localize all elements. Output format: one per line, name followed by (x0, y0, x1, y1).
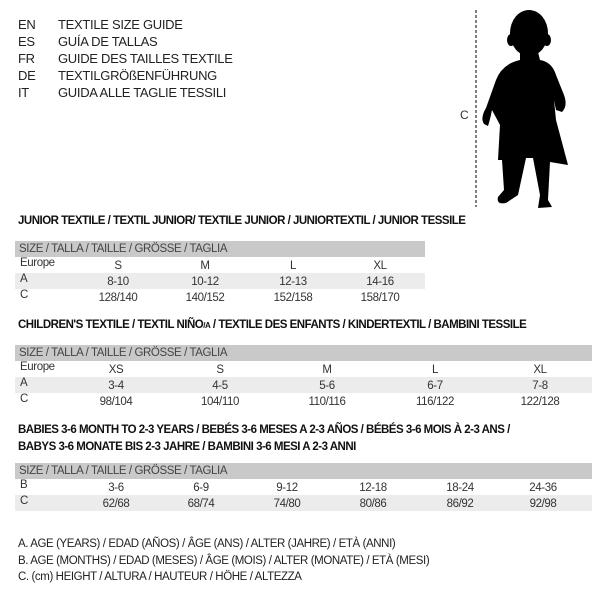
language-line-it: IT GUIDA ALLE TAGLIE TESSILI (18, 84, 226, 101)
table-cell: S (114, 260, 122, 272)
table-row: C 62/68 68/74 74/80 80/86 86/92 92/98 (15, 495, 592, 511)
table-cell: 6-7 (427, 380, 443, 392)
row-label: C (20, 495, 28, 507)
junior-table-title: JUNIOR TEXTILE / TEXTIL JUNIOR/ TEXTILE … (18, 215, 466, 227)
row-label: A (20, 273, 28, 285)
height-measure-label: C (460, 108, 469, 122)
table-cell: 74/80 (273, 498, 301, 510)
table-cell: 12-13 (279, 276, 307, 288)
language-title: TEXTILE SIZE GUIDE (58, 17, 183, 32)
table-cell: 98/104 (99, 396, 133, 408)
row-label: Europe (20, 361, 55, 373)
size-header: SIZE / TALLA / TAILLE / GRÖSSE / TAGLIA (15, 345, 592, 361)
legend-c: C. (cm) HEIGHT / ALTURA / HAUTEUR / HÖHE… (18, 571, 302, 583)
babies-table-title: BABIES 3-6 MONTH TO 2-3 YEARS / BEBÉS 3-… (18, 424, 510, 436)
table-cell: 122/128 (520, 396, 560, 408)
language-code: FR (18, 51, 35, 66)
table-cell: 7-8 (532, 380, 548, 392)
language-title: GUIDE DES TAILLES TEXTILE (58, 51, 233, 66)
table-cell: 6-9 (193, 482, 209, 494)
table-cell: 3-6 (108, 482, 124, 494)
language-title: GUIDA ALLE TAGLIE TESSILI (58, 85, 227, 100)
language-title: GUÍA DE TALLAS (58, 34, 158, 49)
language-code: DE (18, 68, 36, 83)
table-cell: 18-24 (446, 482, 474, 494)
children-table-title: CHILDREN'S TEXTILE / TEXTIL NIÑO/A / TEX… (18, 319, 527, 331)
child-silhouette-icon (475, 10, 568, 208)
language-code: IT (18, 85, 29, 100)
table-cell: 158/170 (360, 292, 400, 304)
language-line-es: ES GUÍA DE TALLAS (18, 33, 158, 50)
size-header: SIZE / TALLA / TAILLE / GRÖSSE / TAGLIA (15, 241, 425, 257)
table-cell: M (322, 364, 332, 376)
table-cell: 14-16 (366, 276, 394, 288)
table-cell: S (216, 364, 224, 376)
table-cell: 12-18 (359, 482, 387, 494)
babies-size-table: SIZE / TALLA / TAILLE / GRÖSSE / TAGLIA B… (15, 463, 592, 511)
table-cell: 86/92 (446, 498, 474, 510)
size-header: SIZE / TALLA / TAILLE / GRÖSSE / TAGLIA (15, 463, 592, 479)
table-cell: L (290, 260, 296, 272)
language-line-fr: FR GUIDE DES TAILLES TEXTILE (18, 50, 233, 67)
children-size-table: SIZE / TALLA / TAILLE / GRÖSSE / TAGLIA E… (15, 345, 592, 409)
language-code: ES (18, 34, 35, 49)
table-cell: 128/140 (98, 292, 138, 304)
table-cell: XL (373, 260, 387, 272)
table-row: B 3-6 6-9 9-12 12-18 18-24 24-36 (15, 479, 592, 495)
language-title: TEXTILGRÖßENFÜHRUNG (58, 68, 217, 83)
table-cell: 3-4 (108, 380, 124, 392)
row-label: C (20, 289, 28, 301)
table-cell: XL (533, 364, 547, 376)
table-cell: 62/68 (102, 498, 130, 510)
table-cell: 4-5 (212, 380, 228, 392)
language-line-de: DE TEXTILGRÖßENFÜHRUNG (18, 67, 217, 84)
table-cell: 104/110 (201, 396, 239, 408)
table-cell: 80/86 (359, 498, 387, 510)
table-cell: L (432, 364, 438, 376)
table-row: C 98/104 104/110 110/116 116/122 122/128 (15, 393, 592, 409)
table-cell: 9-12 (276, 482, 298, 494)
junior-size-table: SIZE / TALLA / TAILLE / GRÖSSE / TAGLIA E… (15, 241, 425, 305)
legend-b: B. AGE (MONTHS) / EDAD (MESES) / ÂGE (MO… (18, 555, 430, 567)
table-row: Europe S M L XL (15, 257, 425, 273)
language-code: EN (18, 17, 36, 32)
table-cell: 5-6 (319, 380, 335, 392)
table-cell: 140/152 (185, 292, 225, 304)
legend-a: A. AGE (YEARS) / EDAD (AÑOS) / ÂGE (ANS)… (18, 538, 396, 550)
row-label: C (20, 393, 28, 405)
table-cell: 10-12 (191, 276, 219, 288)
table-cell: M (200, 260, 210, 272)
table-cell: 110/116 (308, 396, 346, 408)
table-row: Europe XS S M L XL (15, 361, 592, 377)
row-label: A (20, 377, 28, 389)
table-cell: 152/158 (273, 292, 313, 304)
table-cell: 116/122 (416, 396, 454, 408)
table-row: A 8-10 10-12 12-13 14-16 (15, 273, 425, 289)
babies-table-title-line2: BABYS 3-6 MONATE BIS 2-3 JAHRE / BAMBINI… (18, 441, 356, 453)
table-cell: 24-36 (529, 482, 557, 494)
table-row: C 128/140 140/152 152/158 158/170 (15, 289, 425, 305)
language-line-en: EN TEXTILE SIZE GUIDE (18, 16, 183, 33)
table-cell: 92/98 (529, 498, 557, 510)
table-cell: 68/74 (187, 498, 215, 510)
row-label: B (20, 479, 28, 491)
row-label: Europe (20, 257, 55, 269)
table-row: A 3-4 4-5 5-6 6-7 7-8 (15, 377, 592, 393)
table-cell: 8-10 (107, 276, 129, 288)
table-cell: XS (108, 364, 124, 376)
